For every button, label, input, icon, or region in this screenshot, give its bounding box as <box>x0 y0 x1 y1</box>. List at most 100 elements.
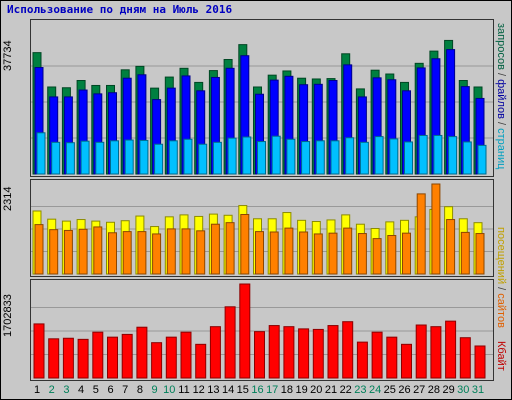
kbytes-bar-day-29 <box>445 320 457 379</box>
legend-part: Кбайт <box>495 341 507 371</box>
pages-bar-day-28 <box>433 134 443 175</box>
day-label-24: 24 <box>369 384 381 396</box>
day-label-12: 12 <box>193 384 205 396</box>
sites-bar-day-11 <box>181 228 191 275</box>
pages-bar-day-18 <box>286 138 296 175</box>
day-label-11: 11 <box>178 384 189 396</box>
day-label-16: 16 <box>251 384 263 396</box>
sites-bar-day-8 <box>137 231 147 275</box>
pages-bar-day-4 <box>80 140 90 175</box>
sites-bar-day-26 <box>402 232 411 275</box>
visits-sites-chart <box>31 183 493 275</box>
kbytes-bar-day-11 <box>180 331 192 379</box>
day-label-4: 4 <box>78 384 84 396</box>
kbytes-bar-day-18 <box>283 326 295 379</box>
hits-files-pages-chart <box>31 39 493 175</box>
sites-bar-day-6 <box>108 232 117 275</box>
pages-bar-day-3 <box>65 142 75 175</box>
bot-ymax-label: 1702833 <box>2 294 14 337</box>
kbytes-bar-day-10 <box>165 336 177 379</box>
day-label-7: 7 <box>122 384 128 396</box>
chart-title: Использование по дням на Июль 2016 <box>7 3 233 16</box>
sites-bar-day-3 <box>63 229 73 275</box>
day-label-25: 25 <box>384 384 396 396</box>
sites-bar-day-12 <box>196 230 206 275</box>
day-label-1: 1 <box>34 384 40 396</box>
kbytes-bar-day-25 <box>386 336 398 379</box>
kbytes-bar-day-27 <box>415 324 427 379</box>
day-label-21: 21 <box>325 384 337 396</box>
day-label-18: 18 <box>281 384 293 396</box>
day-label-30: 30 <box>457 384 469 396</box>
legend-part: запросов <box>495 23 507 70</box>
kbytes-bar-day-6 <box>107 336 118 379</box>
kbytes-bar-day-28 <box>430 326 442 379</box>
kbytes-bar-day-7 <box>121 333 133 379</box>
kbytes-bar-day-13 <box>209 326 221 379</box>
legend-part: / <box>495 118 507 129</box>
sites-bar-day-21 <box>328 232 338 275</box>
sites-bar-day-2 <box>49 229 59 275</box>
top-legend: запросов / файлов / страниц <box>495 23 507 169</box>
sites-bar-day-15 <box>240 213 250 275</box>
sites-bar-day-19 <box>299 231 309 275</box>
day-label-19: 19 <box>295 384 307 396</box>
day-label-29: 29 <box>442 384 454 396</box>
sites-bar-day-14 <box>225 222 235 275</box>
kbytes-bar-day-1 <box>33 323 45 379</box>
kbytes-panel <box>30 279 494 381</box>
kbytes-bar-day-19 <box>298 328 310 379</box>
day-label-3: 3 <box>63 384 69 396</box>
pages-bar-day-20 <box>315 140 325 175</box>
day-label-15: 15 <box>237 384 249 396</box>
sites-bar-day-16 <box>255 231 264 275</box>
sites-bar-day-18 <box>284 227 294 275</box>
kbytes-bar-day-4 <box>77 338 89 379</box>
sites-bar-day-23 <box>357 233 367 275</box>
sites-bar-day-29 <box>446 219 456 275</box>
pages-bar-day-8 <box>139 139 149 175</box>
pages-bar-day-5 <box>95 141 105 175</box>
pages-bar-day-6 <box>110 140 119 175</box>
sites-bar-day-7 <box>122 231 132 275</box>
pages-bar-day-25 <box>389 138 399 175</box>
visits-sites-panel <box>30 179 494 277</box>
kbytes-bar-day-16 <box>254 331 265 379</box>
pages-bar-day-21 <box>330 140 340 175</box>
day-label-6: 6 <box>107 384 113 396</box>
pages-bar-day-13 <box>212 141 222 175</box>
sites-bar-day-4 <box>78 228 88 275</box>
kbytes-bar-day-2 <box>48 338 60 379</box>
day-label-31: 31 <box>472 384 484 396</box>
pages-bar-day-27 <box>418 134 428 175</box>
pages-bar-day-12 <box>198 143 208 175</box>
kbytes-bar-day-31 <box>474 345 486 379</box>
pages-bar-day-31 <box>477 144 487 175</box>
sites-bar-day-25 <box>387 234 397 275</box>
pages-bar-day-23 <box>359 141 369 175</box>
sites-bar-day-20 <box>313 233 323 275</box>
day-label-13: 13 <box>207 384 219 396</box>
day-label-9: 9 <box>152 384 158 396</box>
sites-bar-day-27 <box>416 193 426 275</box>
day-label-5: 5 <box>93 384 99 396</box>
pages-bar-day-30 <box>462 141 472 175</box>
day-label-27: 27 <box>413 384 425 396</box>
sites-bar-day-1 <box>34 224 44 275</box>
mid-ymax-label: 2314 <box>2 186 14 211</box>
kbytes-bar-day-3 <box>62 337 74 379</box>
sites-bar-day-24 <box>372 238 382 275</box>
legend-part: посещений <box>495 227 507 285</box>
sites-bar-day-31 <box>475 233 485 275</box>
sites-bar-day-10 <box>166 228 176 275</box>
day-label-28: 28 <box>428 384 440 396</box>
sites-bar-day-5 <box>93 226 103 275</box>
legend-part: сайтов <box>495 293 507 328</box>
hits-files-pages-panel <box>30 19 494 177</box>
kbytes-bar-day-17 <box>268 325 280 379</box>
pages-bar-day-15 <box>242 136 252 175</box>
legend-part: страниц <box>495 128 507 170</box>
kbytes-bar-day-5 <box>92 331 104 379</box>
kbytes-bar-day-24 <box>371 331 383 379</box>
